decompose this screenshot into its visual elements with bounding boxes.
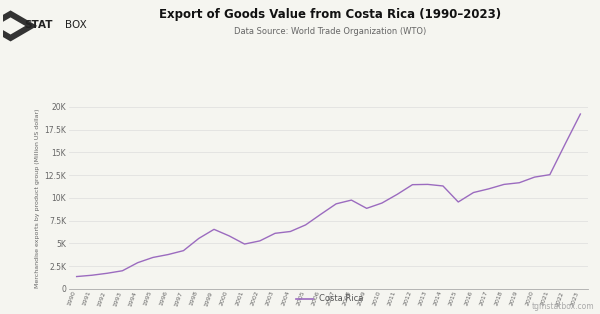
Legend: Costa Rica: Costa Rica	[293, 291, 367, 307]
Y-axis label: Merchandise exports by product group (Million US dollar): Merchandise exports by product group (Mi…	[35, 108, 40, 288]
Text: tgmstatbox.com: tgmstatbox.com	[532, 302, 594, 311]
Text: Export of Goods Value from Costa Rica (1990–2023): Export of Goods Value from Costa Rica (1…	[159, 8, 501, 21]
Polygon shape	[0, 10, 37, 41]
Text: STAT: STAT	[25, 20, 53, 30]
Text: BOX: BOX	[65, 20, 87, 30]
Text: Data Source: World Trade Organization (WTO): Data Source: World Trade Organization (W…	[234, 27, 426, 36]
Polygon shape	[0, 17, 25, 35]
